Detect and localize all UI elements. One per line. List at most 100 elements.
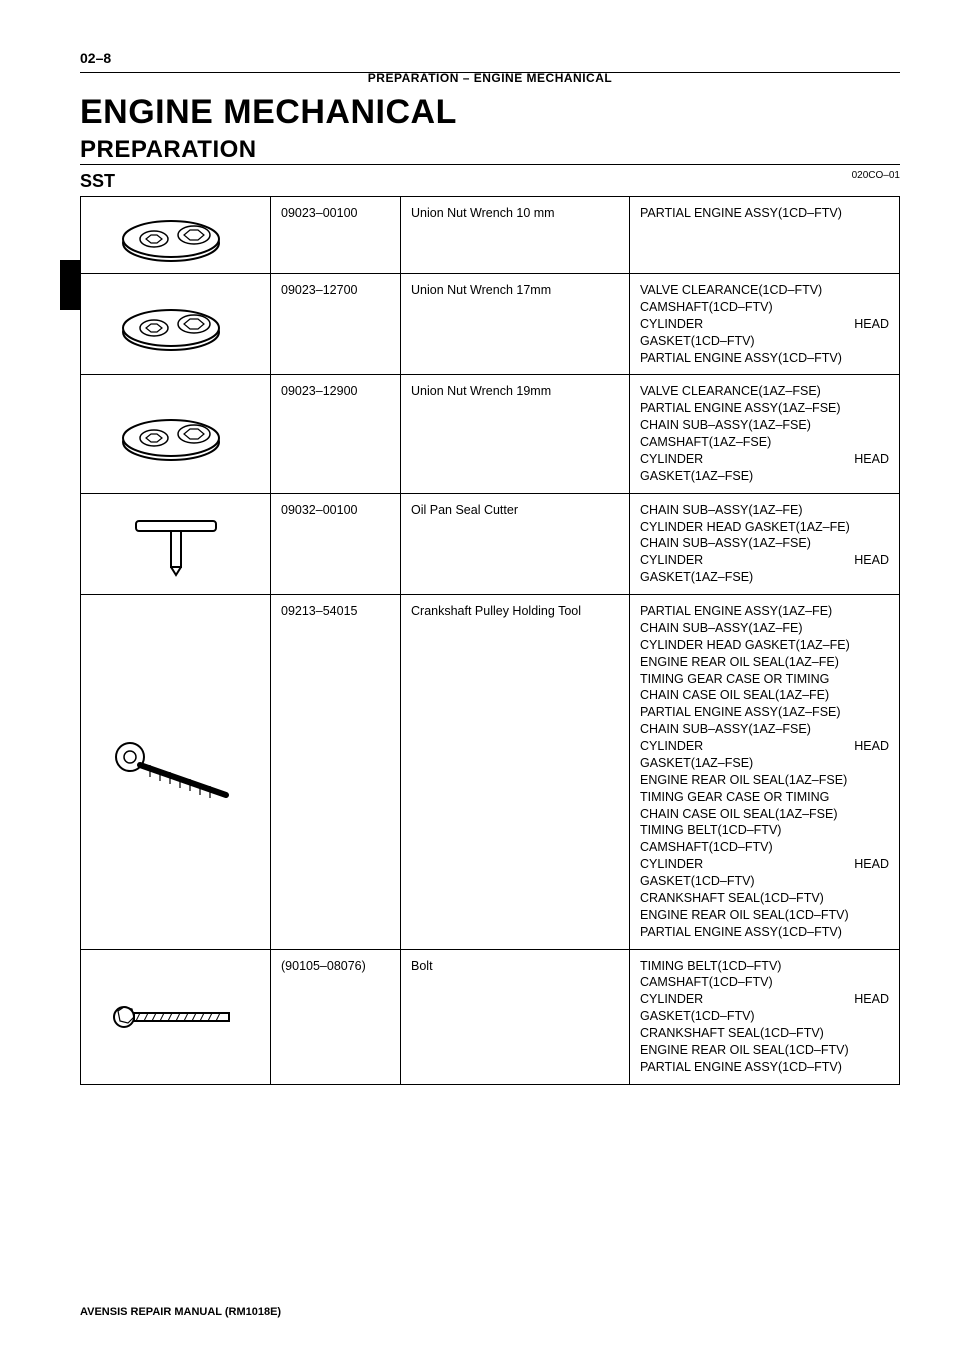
use-line: CAMSHAFT(1CD–FTV) [640,299,889,316]
use-line: CYLINDER HEAD [640,316,889,333]
use-line: CYLINDER HEAD [640,552,889,569]
use-line: CHAIN SUB–ASSY(1AZ–FSE) [640,417,889,434]
page-number: 02–8 [80,50,900,66]
bolt-icon [106,992,246,1042]
use-line: CYLINDER HEAD GASKET(1AZ–FE) [640,637,889,654]
use-line: GASKET(1AZ–FSE) [640,569,889,586]
oil-pan-seal-cutter-icon [116,509,236,579]
use-line: CHAIN CASE OIL SEAL(1AZ–FSE) [640,806,889,823]
use-line: PARTIAL ENGINE ASSY(1AZ–FE) [640,603,889,620]
tool-illustration-cell [81,375,271,493]
use-line: ENGINE REAR OIL SEAL(1CD–FTV) [640,907,889,924]
use-line: TIMING GEAR CASE OR TIMING [640,671,889,688]
use-word-left: CYLINDER [640,991,703,1008]
use-line: VALVE CLEARANCE(1CD–FTV) [640,282,889,299]
use-line: CHAIN SUB–ASSY(1AZ–FE) [640,620,889,637]
use-line: PARTIAL ENGINE ASSY(1AZ–FSE) [640,400,889,417]
part-number: 09023–12700 [271,274,401,375]
use-line: PARTIAL ENGINE ASSY(1CD–FTV) [640,350,889,367]
use-word-right: HEAD [854,738,889,755]
use-line: PARTIAL ENGINE ASSY(1CD–FTV) [640,205,889,222]
use-line: GASKET(1AZ–FSE) [640,468,889,485]
use-line: GASKET(1AZ–FSE) [640,755,889,772]
applicable-uses: TIMING BELT(1CD–FTV)CAMSHAFT(1CD–FTV)CYL… [630,949,900,1084]
part-number: 09023–00100 [271,197,401,274]
tool-description: Union Nut Wrench 19mm [401,375,630,493]
tool-description: Oil Pan Seal Cutter [401,493,630,594]
use-word-right: HEAD [854,856,889,873]
union-nut-wrench-icon [116,205,236,265]
use-line: CRANKSHAFT SEAL(1CD–FTV) [640,1025,889,1042]
union-nut-wrench-icon [116,294,236,354]
section-path: PREPARATION – ENGINE MECHANICAL [80,71,900,85]
tool-illustration-cell [81,197,271,274]
tool-illustration-cell [81,595,271,950]
use-line: ENGINE REAR OIL SEAL(1AZ–FSE) [640,772,889,789]
applicable-uses: PARTIAL ENGINE ASSY(1CD–FTV) [630,197,900,274]
applicable-uses: CHAIN SUB–ASSY(1AZ–FE)CYLINDER HEAD GASK… [630,493,900,594]
use-word-right: HEAD [854,552,889,569]
tool-illustration-cell [81,493,271,594]
sst-table: 09023–00100Union Nut Wrench 10 mm PARTIAL… [80,196,900,1085]
use-line: CYLINDER HEAD [640,451,889,468]
table-row: (90105–08076)BoltTIMING BELT(1CD–FTV)CAM… [81,949,900,1084]
use-line: CYLINDER HEAD GASKET(1AZ–FE) [640,519,889,536]
side-tab [60,260,80,310]
use-line: ENGINE REAR OIL SEAL(1CD–FTV) [640,1042,889,1059]
use-word-right: HEAD [854,991,889,1008]
use-word-left: CYLINDER [640,552,703,569]
use-line: GASKET(1CD–FTV) [640,873,889,890]
use-line: CAMSHAFT(1CD–FTV) [640,974,889,991]
use-line: CYLINDER HEAD [640,856,889,873]
heading-preparation: PREPARATION [80,136,900,164]
use-line: GASKET(1CD–FTV) [640,1008,889,1025]
tool-illustration-cell [81,274,271,375]
use-word-left: CYLINDER [640,856,703,873]
use-line: CYLINDER HEAD [640,738,889,755]
use-line: CAMSHAFT(1CD–FTV) [640,839,889,856]
use-line: CHAIN SUB–ASSY(1AZ–FSE) [640,535,889,552]
use-line: CAMSHAFT(1AZ–FSE) [640,434,889,451]
part-number: 09032–00100 [271,493,401,594]
applicable-uses: VALVE CLEARANCE(1CD–FTV)CAMSHAFT(1CD–FTV… [630,274,900,375]
use-word-right: HEAD [854,316,889,333]
use-word-left: CYLINDER [640,738,703,755]
tool-description: Union Nut Wrench 10 mm [401,197,630,274]
applicable-uses: PARTIAL ENGINE ASSY(1AZ–FE)CHAIN SUB–ASS… [630,595,900,950]
use-line: PARTIAL ENGINE ASSY(1CD–FTV) [640,1059,889,1076]
use-line: PARTIAL ENGINE ASSY(1CD–FTV) [640,924,889,941]
tool-illustration-cell [81,949,271,1084]
use-line: CHAIN SUB–ASSY(1AZ–FE) [640,502,889,519]
use-line: TIMING BELT(1CD–FTV) [640,958,889,975]
use-line: CYLINDER HEAD [640,991,889,1008]
doc-code: 020CO–01 [852,170,900,181]
table-row: 09213–54015Crankshaft Pulley Holding Too… [81,595,900,950]
tool-description: Union Nut Wrench 17mm [401,274,630,375]
part-number: (90105–08076) [271,949,401,1084]
use-word-right: HEAD [854,451,889,468]
use-line: ENGINE REAR OIL SEAL(1AZ–FE) [640,654,889,671]
part-number: 09213–54015 [271,595,401,950]
use-line: GASKET(1CD–FTV) [640,333,889,350]
table-row: 09023–12900Union Nut Wrench 19mmVALVE CL… [81,375,900,493]
tool-description: Crankshaft Pulley Holding Tool [401,595,630,950]
footer: AVENSIS REPAIR MANUAL (RM1018E) [80,1306,281,1318]
table-row: 09023–12700Union Nut Wrench 17mmVALVE CL… [81,274,900,375]
use-line: TIMING BELT(1CD–FTV) [640,822,889,839]
union-nut-wrench-icon [116,404,236,464]
use-line: CHAIN CASE OIL SEAL(1AZ–FE) [640,687,889,704]
use-line: CRANKSHAFT SEAL(1CD–FTV) [640,890,889,907]
crankshaft-pulley-holding-tool-icon [106,737,246,807]
heading-engine-mechanical: ENGINE MECHANICAL [80,93,900,132]
use-word-left: CYLINDER [640,316,703,333]
use-line: PARTIAL ENGINE ASSY(1AZ–FSE) [640,704,889,721]
table-row: 09032–00100Oil Pan Seal Cutter CHAIN SUB–… [81,493,900,594]
part-number: 09023–12900 [271,375,401,493]
use-line: TIMING GEAR CASE OR TIMING [640,789,889,806]
applicable-uses: VALVE CLEARANCE(1AZ–FSE)PARTIAL ENGINE A… [630,375,900,493]
table-row: 09023–00100Union Nut Wrench 10 mm PARTIAL… [81,197,900,274]
under-h2-rule [80,164,900,165]
heading-sst: SST [80,171,900,192]
tool-description: Bolt [401,949,630,1084]
use-word-left: CYLINDER [640,451,703,468]
